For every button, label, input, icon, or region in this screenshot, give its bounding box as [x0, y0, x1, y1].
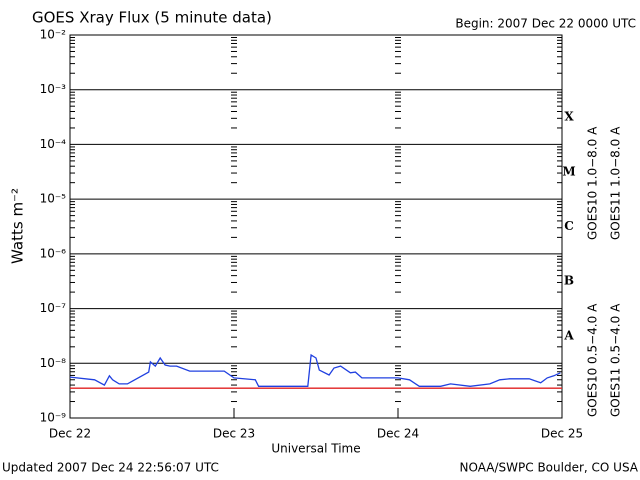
chart-title: GOES Xray Flux (5 minute data): [32, 9, 272, 27]
x-tick-label: Dec 23: [213, 427, 255, 441]
class-label: M: [562, 164, 575, 178]
class-label: X: [564, 110, 574, 124]
legend-entry: GOES11 1.0−8.0 A: [609, 126, 623, 240]
y-tick-label: 10⁻²: [40, 28, 67, 42]
y-tick-label: 10⁻⁵: [40, 192, 67, 206]
legend-entry: GOES11 0.5−4.0 A: [609, 303, 623, 417]
legend-entry: GOES10 0.5−4.0 A: [586, 303, 600, 417]
y-tick-label: 10⁻⁶: [40, 246, 67, 260]
x-tick-label: Dec 22: [49, 427, 91, 441]
chart-subtitle: Begin: 2007 Dec 22 0000 UTC: [455, 17, 636, 31]
y-tick-label: 10⁻⁹: [40, 411, 67, 425]
y-tick-label: 10⁻⁷: [40, 301, 67, 315]
footer: NOAA/SWPC Boulder, CO USA: [460, 461, 639, 475]
footer: Updated 2007 Dec 24 22:56:07 UTC: [2, 461, 219, 475]
class-label: B: [564, 274, 574, 288]
class-label: C: [564, 219, 574, 233]
x-tick-label: Dec 25: [541, 427, 583, 441]
plot-frame: [69, 34, 563, 419]
legend-entry: GOES10 1.0−8.0 A: [586, 126, 600, 240]
y-tick-label: 10⁻³: [40, 82, 67, 96]
y-tick-label: 10⁻⁸: [40, 356, 67, 370]
class-label: A: [563, 328, 574, 342]
data-line: [69, 353, 561, 387]
x-tick-label: Dec 24: [377, 427, 419, 441]
y-tick-label: 10⁻⁴: [40, 137, 67, 151]
x-axis-label: Universal Time: [271, 442, 360, 456]
y-axis-label: Watts m⁻²: [9, 188, 27, 264]
